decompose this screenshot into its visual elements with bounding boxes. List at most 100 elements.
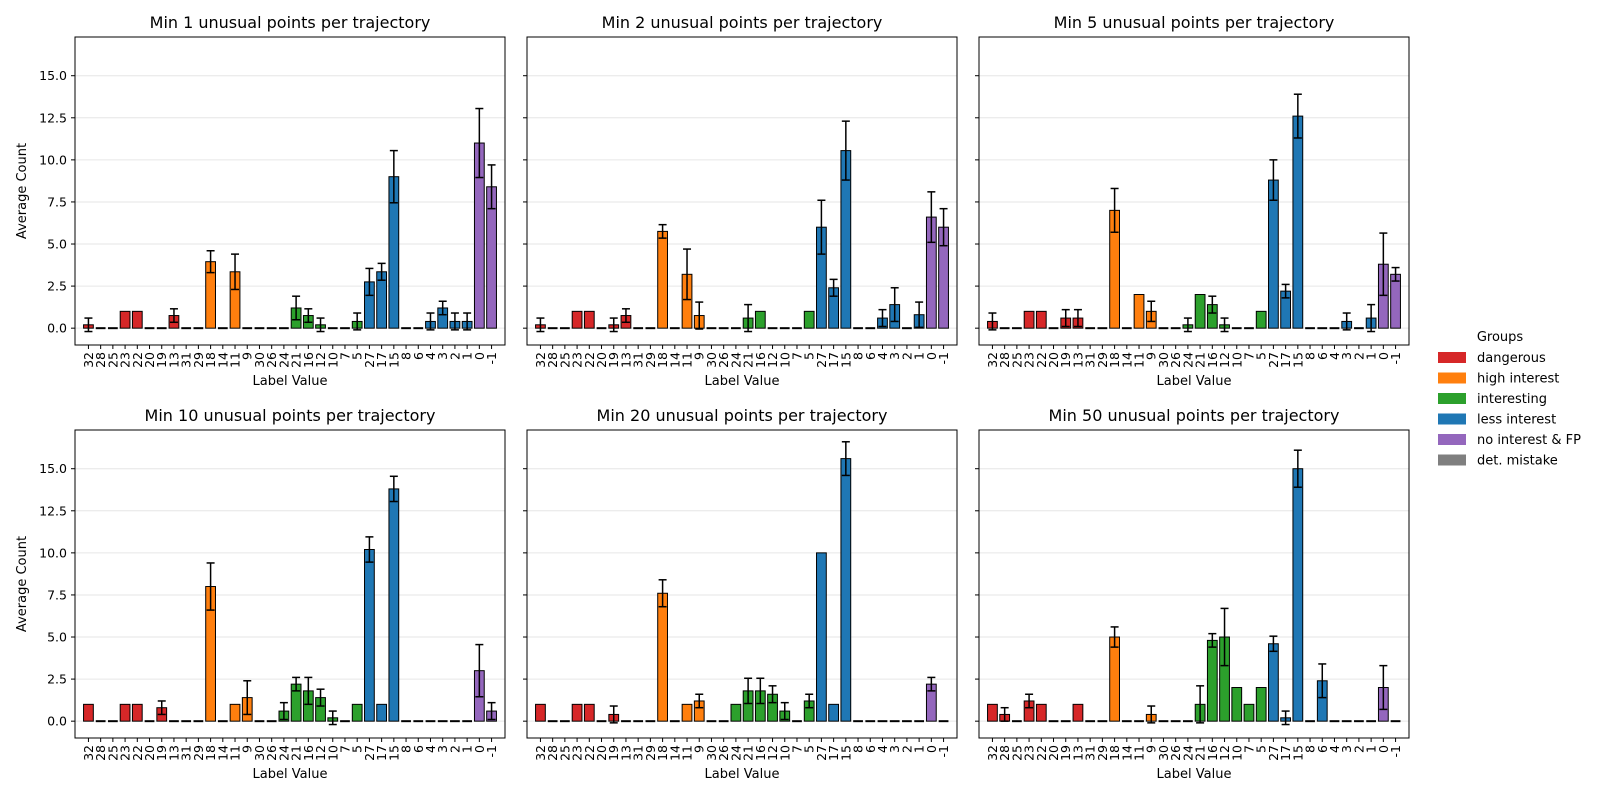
- x-tick-label: 31: [631, 745, 646, 761]
- error-bar-9: [243, 680, 252, 716]
- x-tick-label: 22: [582, 352, 597, 368]
- x-tick-label: 14: [215, 352, 230, 368]
- error-bar-11: [231, 253, 240, 291]
- error-bar-15: [389, 149, 398, 204]
- error-bar-21: [1196, 685, 1205, 724]
- error-bar-18: [206, 562, 215, 611]
- x-tick-label: 25: [105, 745, 120, 761]
- x-tick-label: 17: [1278, 745, 1293, 761]
- bar-22: [131, 703, 143, 722]
- error-bar-18: [658, 223, 667, 239]
- x-tick-label: 3: [887, 352, 902, 360]
- x-tick-label: 11: [228, 745, 243, 761]
- error-bar-27: [1269, 635, 1278, 653]
- x-tick-label: 14: [667, 745, 682, 761]
- error-bar-12: [316, 688, 325, 707]
- x-tick-label: 1: [460, 745, 475, 753]
- x-tick-label: 21: [741, 352, 756, 368]
- subplot-title: Min 10 unusual points per trajectory: [145, 406, 436, 425]
- error-bar-11: [683, 248, 692, 301]
- error-bar-18: [206, 249, 215, 274]
- x-tick-label: 25: [105, 352, 120, 368]
- x-tick-label: 12: [1217, 745, 1232, 761]
- bar-5: [803, 310, 815, 329]
- x-tick-label: 7: [337, 745, 352, 753]
- error-bar-16: [1208, 632, 1217, 648]
- bar-18: [657, 230, 668, 329]
- bar-27: [1268, 179, 1279, 329]
- x-tick-label: 26: [716, 745, 731, 761]
- x-tick-label: 10: [325, 352, 340, 368]
- x-tick-label: 26: [716, 352, 731, 368]
- x-tick-label: 26: [264, 745, 279, 761]
- error-bar-13: [621, 308, 630, 324]
- y-tick-label: 2.5: [47, 672, 67, 687]
- x-tick-label: 22: [582, 745, 597, 761]
- subplot-title: Min 2 unusual points per trajectory: [602, 13, 883, 32]
- x-tick-label: 10: [1229, 352, 1244, 368]
- x-tick-label: 8: [851, 745, 866, 753]
- error-bar-0: [475, 107, 484, 179]
- y-tick-label: 7.5: [47, 587, 67, 602]
- x-tick-label: 32: [985, 745, 1000, 761]
- subplot-5: 3228252322201913312918141193026242116121…: [523, 406, 958, 782]
- x-tick-label: 6: [411, 352, 426, 360]
- x-tick-label: 6: [1315, 745, 1330, 753]
- x-tick-label: 27: [814, 745, 829, 761]
- x-tick-label: 19: [1058, 352, 1073, 368]
- x-tick-label: 11: [1132, 745, 1147, 761]
- legend-items: dangerous high interest interesting less in…: [1438, 351, 1581, 469]
- x-tick-label: 21: [1193, 745, 1208, 761]
- x-tick-label: 19: [606, 352, 621, 368]
- x-tick-label: 4: [875, 352, 890, 360]
- y-tick-label: 12.5: [39, 503, 67, 518]
- x-tick-label: 24: [1180, 745, 1195, 761]
- x-tick-label: 22: [130, 352, 145, 368]
- x-axis-label: Label Value: [1157, 374, 1232, 389]
- x-tick-label: 8: [851, 352, 866, 360]
- x-tick-label: 0: [1376, 352, 1391, 360]
- x-tick-label: 32: [81, 352, 96, 368]
- x-tick-label: 30: [704, 745, 719, 761]
- x-tick-label: 29: [1095, 745, 1110, 761]
- x-tick-label: -1: [484, 352, 499, 364]
- x-tick-label: 1: [1364, 352, 1379, 360]
- x-tick-label: 26: [1168, 745, 1183, 761]
- x-tick-label: 23: [118, 352, 133, 368]
- bar-7: [1243, 703, 1255, 722]
- x-tick-label: 13: [1070, 352, 1085, 368]
- error-bar-0: [1379, 664, 1388, 711]
- y-tick-label: 10.0: [39, 545, 67, 560]
- x-tick-label: 14: [667, 352, 682, 368]
- bar-18: [657, 592, 668, 722]
- y-tick-label: 10.0: [39, 152, 67, 167]
- x-tick-label: 1: [460, 352, 475, 360]
- error-bar--1: [487, 164, 496, 210]
- x-tick-label: 14: [215, 745, 230, 761]
- x-tick-label: 12: [765, 352, 780, 368]
- x-tick-label: 4: [423, 745, 438, 753]
- x-tick-label: 13: [166, 352, 181, 368]
- bar-27: [816, 552, 827, 722]
- x-tick-label: 13: [1070, 745, 1085, 761]
- legend: Groups dangerous high interest interesting…: [1438, 330, 1581, 469]
- x-tick-label: -1: [936, 745, 951, 757]
- x-tick-label: 16: [753, 745, 768, 761]
- subplot-title: Min 1 unusual points per trajectory: [150, 13, 431, 32]
- x-tick-label: 9: [692, 352, 707, 360]
- x-tick-label: 2: [1351, 745, 1366, 753]
- x-tick-label: 5: [1254, 352, 1269, 360]
- x-tick-label: 4: [423, 352, 438, 360]
- x-tick-label: 18: [1107, 352, 1122, 368]
- legend-label: less interest: [1477, 413, 1556, 428]
- x-tick-label: 24: [1180, 352, 1195, 368]
- y-tick-label: 5.0: [47, 630, 67, 645]
- x-tick-label: 14: [1119, 745, 1134, 761]
- x-tick-label: 24: [728, 745, 743, 761]
- x-tick-label: 10: [777, 352, 792, 368]
- x-tick-label: 0: [924, 745, 939, 753]
- x-tick-label: 27: [362, 352, 377, 368]
- error-bar-27: [365, 267, 374, 297]
- error-bar-13: [169, 308, 178, 324]
